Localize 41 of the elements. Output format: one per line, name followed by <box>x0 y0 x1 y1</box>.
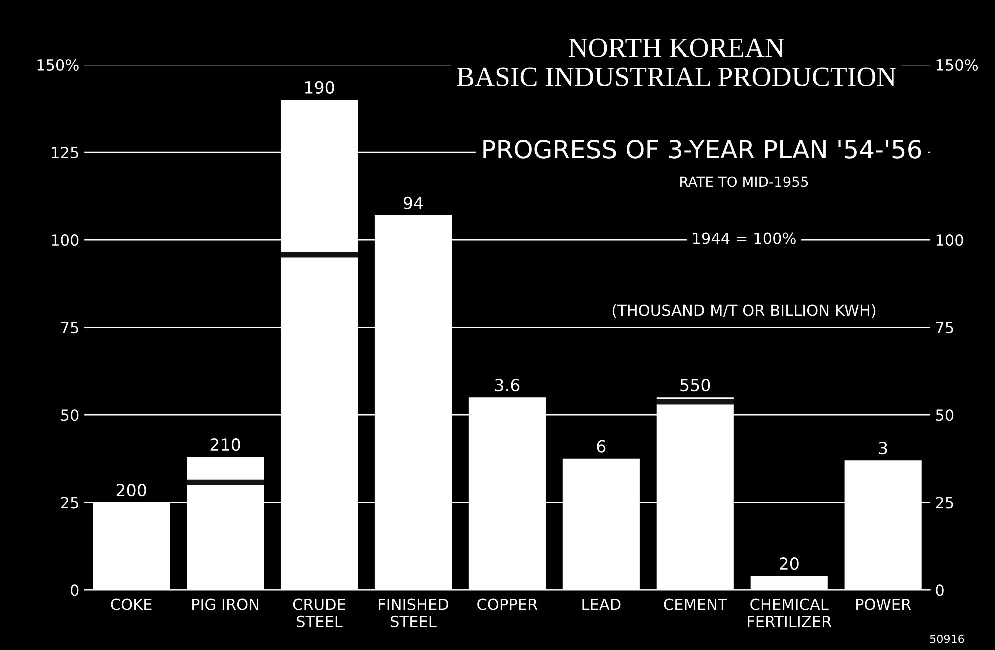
text: 3 <box>879 442 888 455</box>
y2-tick-label: 0 <box>936 584 944 596</box>
text: 6 <box>597 440 606 453</box>
y-tick-label: 100 <box>52 234 79 246</box>
text: 94 <box>404 196 424 210</box>
y2-tick-label: 25 <box>936 497 954 509</box>
annotation: (THOUSAND M/T OR BILLION KWH) <box>612 304 876 318</box>
text: PROGRESS OF 3-YEAR PLAN '54-'56 <box>484 140 922 159</box>
annotation: 1944 = 100% <box>693 232 796 244</box>
x-tick-label: COKE <box>111 598 152 610</box>
text: 200 <box>116 484 146 497</box>
x-tick-label: CEMENT <box>664 598 728 610</box>
x-tick-label: POWER <box>856 598 912 610</box>
y2-tick-label: 100 <box>936 234 964 246</box>
x-tick-label: COPPER <box>478 598 538 610</box>
y-tick-label: 0 <box>71 584 79 596</box>
text: 550 <box>680 378 710 392</box>
y2-tick-label: 75 <box>936 322 954 334</box>
text: 190 <box>305 81 334 94</box>
y2-tick-label: 150% <box>936 59 978 72</box>
bar <box>656 399 734 405</box>
text: 3.6 <box>495 378 520 392</box>
bar <box>187 457 264 480</box>
x-tick-label: CRUDE STEEL <box>293 598 346 628</box>
x-tick-label: PIG IRON <box>192 598 259 610</box>
y-tick-label: 50 <box>61 410 79 422</box>
text: 50916 <box>930 634 964 644</box>
x-tick-label: LEAD <box>582 599 621 610</box>
y-tick-label: 125 <box>52 147 78 159</box>
y2-tick-label: 50 <box>936 410 954 422</box>
chart-title: NORTH KOREAN BASIC INDUSTRIAL PRODUCTION <box>457 38 896 86</box>
text: 20 <box>780 558 799 570</box>
annotation: RATE TO MID-1955 <box>680 176 808 188</box>
y-tick-label: 75 <box>62 322 78 334</box>
bar <box>187 480 264 486</box>
text: 210 <box>210 438 240 452</box>
bar <box>280 252 358 258</box>
y-tick-label: 25 <box>61 497 78 509</box>
x-tick-label: CHEMICAL FERTILIZER <box>748 598 832 628</box>
x-tick-label: FINISHED STEEL <box>379 598 448 628</box>
y-tick-label: 150% <box>38 59 79 72</box>
